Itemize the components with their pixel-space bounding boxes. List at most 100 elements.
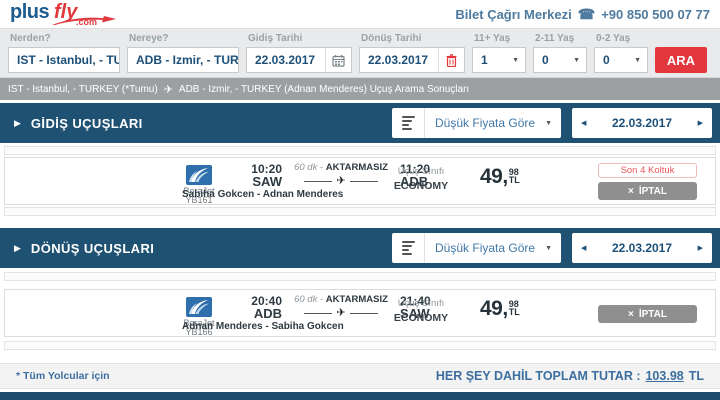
chevron-down-icon: ▼ [573,56,580,64]
infants-field-group: 0-2 Yaş 0 ▼ [594,33,648,73]
cancel-outbound-button[interactable]: × İPTAL [598,182,697,200]
search-form: Nerden? IST - Istanbul, - TUR... Nereye?… [0,28,720,78]
outbound-date-pager: ◀ 22.03.2017 ▶ [572,108,712,138]
schedule-block: 10:20 SAW 60 dk - AKTARMASIZ ✈ 11:20 ADB [238,163,444,189]
sort-icon [392,233,426,263]
search-button[interactable]: ARA [655,47,707,73]
next-day-button[interactable]: ▶ [697,245,703,252]
arrival-airport: SAW [400,306,430,321]
chevron-down-icon: ▼ [634,56,641,64]
stops-text: AKTARMASIZ [325,162,388,173]
search-results-breadcrumb: IST - Istanbul, - TURKEY (*Tumu) ✈ ADB -… [0,78,720,100]
return-header-controls: Düşük Fiyata Göre ▼ ◀ 22.03.2017 ▶ [392,233,712,263]
flight-number: YB161 [185,195,213,205]
departure-airport: ADB [253,306,282,321]
cabin-class-label: Uçuş Sınıfı [397,298,445,309]
depart-date-input[interactable]: 22.03.2017 [246,47,352,73]
price-block: 49, 98 TL [480,166,520,187]
departure-block: 10:20 SAW [238,163,282,189]
close-icon: × [628,308,634,320]
total-value: 103.98 [645,369,684,383]
departure-time: 10:20 [251,162,282,176]
adults-field-group: 11+ Yaş 1 ▼ [472,33,526,73]
call-center-link[interactable]: Bilet Çağrı Merkezi ☎ +90 850 500 07 77 [455,7,710,22]
outbound-sort-dropdown[interactable]: Düşük Fiyata Göre ▼ [392,108,561,138]
airline-name: BoraJet [183,186,215,196]
plusfly-logo[interactable]: plus fly .com [10,0,140,28]
price-cents: 98 [508,167,519,177]
origin-input[interactable]: IST - Istanbul, - TUR... [8,47,120,73]
price-block: 49, 98 TL [480,298,520,319]
seats-left-badge: Son 4 Koltuk [598,163,697,178]
duration-text: 60 dk [294,162,318,173]
outbound-flight-row: BoraJet YB161 10:20 SAW 60 dk - AKTARMAS… [4,157,716,205]
plane-icon: ✈ [163,83,173,96]
outbound-pager-date[interactable]: 22.03.2017 [611,116,673,130]
duration-block: 60 dk - AKTARMASIZ ✈ [288,294,394,319]
outbound-section-header[interactable]: ▶ GİDİŞ UÇUŞLARI Düşük Fiyata Göre ▼ ◀ 2… [0,103,720,143]
adults-select[interactable]: 1 ▼ [472,47,526,73]
borajet-logo [186,297,212,317]
destination-field-group: Nereye? ADB - Izmir, - TURK... [127,33,239,73]
duration-text: 60 dk [294,294,318,305]
logo-plus-text: plus [10,1,50,23]
cabin-class-value: ECONOMY [393,180,449,192]
chevron-down-icon: ▼ [512,56,519,64]
children-label: 2-11 Yaş [535,33,575,44]
departure-block: 20:40 ADB [238,295,282,321]
total-currency: TL [688,369,704,383]
return-date-input[interactable]: 22.03.2017 [359,47,465,73]
next-day-button[interactable]: ▶ [697,120,703,127]
cabin-class-block: Uçuş Sınıfı ECONOMY [390,167,452,192]
price-currency: TL [508,307,520,317]
phone-icon: ☎ [577,6,596,22]
arrival-block: 21:40 SAW [400,295,444,321]
airline-name: BoraJet [183,318,215,328]
return-section-title: DÖNÜŞ UÇUŞLARI [30,240,155,256]
departure-airport: SAW [252,174,282,189]
airline-block: BoraJet YB161 [165,165,233,205]
divider [4,272,716,281]
schedule-block: 20:40 ADB 60 dk - AKTARMASIZ ✈ 21:40 SAW [238,295,444,321]
price-cents: 98 [508,299,519,309]
logo-fly-text: fly [54,1,78,23]
call-center-label: Bilet Çağrı Merkezi [455,6,572,22]
prev-day-button[interactable]: ◀ [581,245,587,252]
price-currency: TL [508,175,520,185]
children-select[interactable]: 0 ▼ [533,47,587,73]
section-arrow-icon: ▶ [14,242,21,253]
breadcrumb-from: IST - Istanbul, - TURKEY (*Tumu) [8,83,158,95]
return-date-pager: ◀ 22.03.2017 ▶ [572,233,712,263]
infants-select[interactable]: 0 ▼ [594,47,648,73]
chevron-down-icon: ▼ [545,244,552,252]
borajet-logo [186,165,212,185]
calendar-icon[interactable] [325,48,351,72]
trash-icon[interactable] [438,48,464,72]
plane-icon: ✈ [336,307,346,319]
passengers-note: * Tüm Yolcular için [16,370,110,382]
cabin-class-label: Uçuş Sınıfı [397,166,445,177]
return-section-header[interactable]: ▶ DÖNÜŞ UÇUŞLARI Düşük Fiyata Göre ▼ ◀ 2… [0,228,720,268]
destination-label: Nereye? [129,33,169,44]
destination-input[interactable]: ADB - Izmir, - TURK... [127,47,239,73]
breadcrumb-to-result: ADB - Izmir, - TURKEY (Adnan Menderes) U… [178,83,470,95]
close-icon: × [628,185,634,197]
return-date-field-group: Dönüş Tarihi 22.03.2017 [359,33,465,73]
return-sort-dropdown[interactable]: Düşük Fiyata Göre ▼ [392,233,561,263]
stops-text: AKTARMASIZ [325,294,388,305]
arrival-block: 11:20 ADB [400,163,444,189]
grand-total: HER ŞEY DAHİL TOPLAM TUTAR : 103.98 TL [436,369,704,383]
depart-date-label: Gidiş Tarihi [248,33,303,44]
section-arrow-icon: ▶ [14,117,21,128]
infants-label: 0-2 Yaş [596,33,631,44]
cancel-return-button[interactable]: × İPTAL [598,305,697,323]
prev-day-button[interactable]: ◀ [581,120,587,127]
price-main: 49, [480,165,508,188]
adults-label: 11+ Yaş [474,33,511,44]
return-pager-date[interactable]: 22.03.2017 [611,241,673,255]
route-text: Sabiha Gokcen - Adnan Menderes [182,189,344,200]
arrival-airport: ADB [400,174,429,189]
divider [4,207,716,216]
arrival-time: 11:20 [400,162,431,176]
total-label: HER ŞEY DAHİL TOPLAM TUTAR : [435,369,641,383]
